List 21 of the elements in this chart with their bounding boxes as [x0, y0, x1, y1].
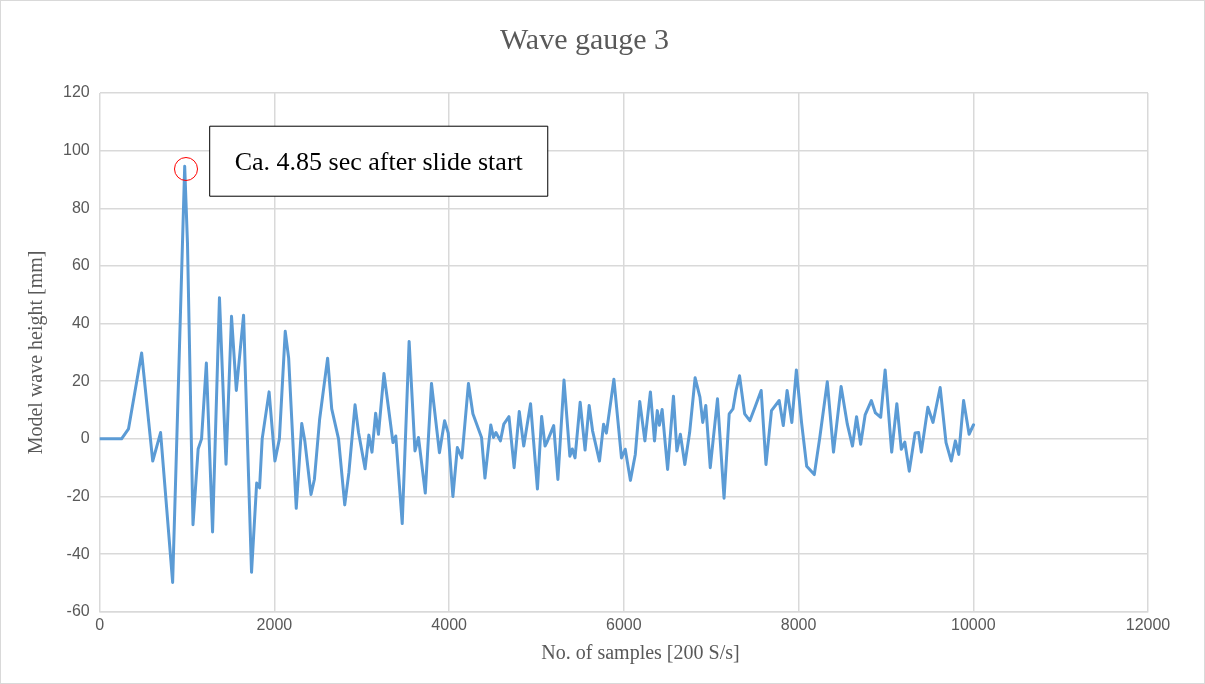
y-tick-label: -60 [66, 602, 90, 620]
y-axis-title: Model wave height [mm] [24, 250, 48, 455]
x-axis-title: No. of samples [200 S/s] [540, 641, 741, 664]
y-tick-label: 60 [71, 256, 90, 274]
y-tick-label: 120 [62, 83, 90, 101]
x-tick-label: 8000 [780, 615, 817, 633]
chart-title: Wave gauge 3 [499, 21, 670, 55]
y-tick-label: 20 [71, 371, 90, 389]
y-tick-label: -40 [66, 544, 90, 562]
x-tick-label: 4000 [431, 615, 468, 633]
x-tick-label: 6000 [606, 615, 642, 633]
x-tick-label: 0 [95, 615, 105, 633]
y-tick-label: 100 [62, 141, 90, 159]
x-tick-label: 10000 [951, 615, 996, 633]
x-tick-label: 2000 [256, 615, 293, 633]
y-tick-label: 80 [71, 198, 90, 216]
y-tick-label: 0 [80, 429, 90, 447]
x-tick-label: 12000 [1125, 615, 1171, 633]
y-tick-label: 40 [71, 313, 90, 331]
annotation: Ca. 4.85 sec after slide start [234, 147, 524, 177]
y-tick-label: -20 [66, 486, 90, 504]
